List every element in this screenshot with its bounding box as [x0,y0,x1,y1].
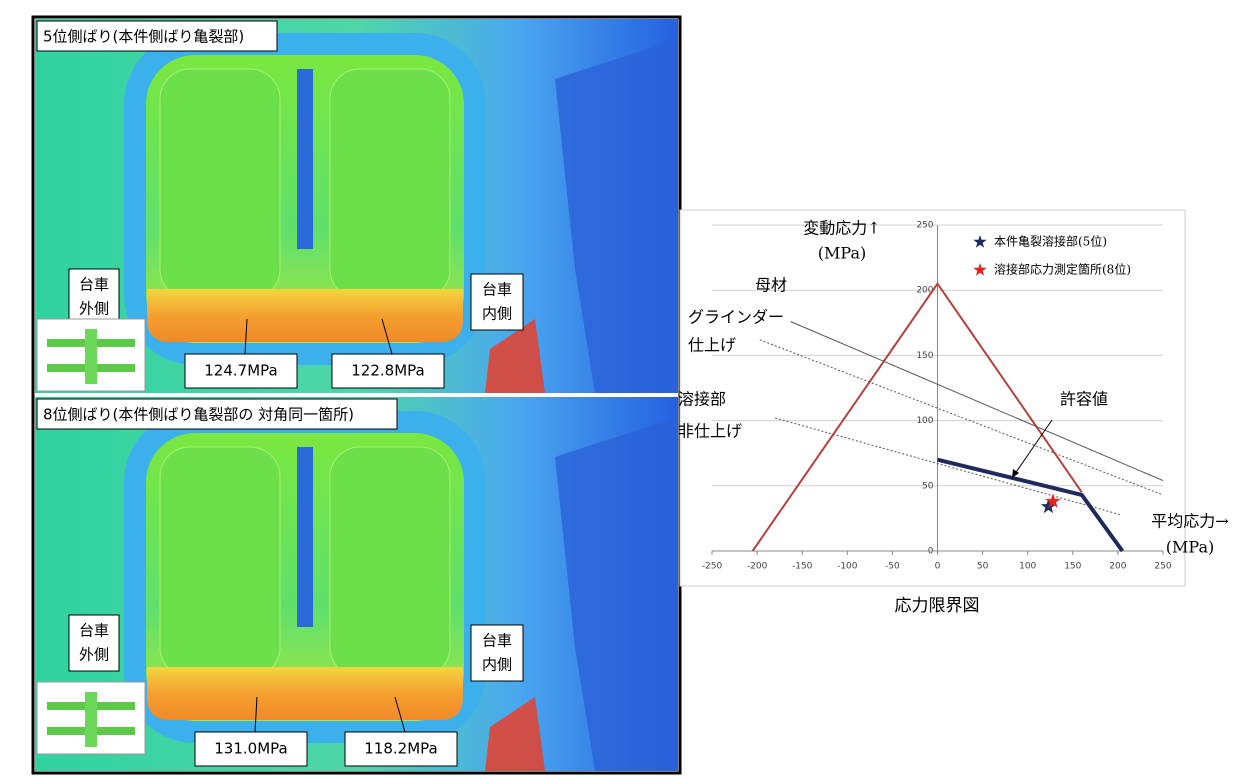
y-axis-label: (MPa) [818,244,866,263]
fea-bottom-band [147,289,463,342]
fea-column [330,447,450,677]
chart: 050100150200250-250-200-150-100-50050100… [678,210,1229,616]
inner-label: 内側 [482,305,512,323]
x-tick-label: 150 [1064,562,1081,572]
x-tick-label: -50 [885,562,900,572]
legend-label: 本件亀裂溶接部(5位) [994,234,1107,249]
x-tick-label: 200 [1109,562,1126,572]
outer-label: 外側 [79,300,109,318]
fea-slot [297,69,313,249]
x-axis-label: (MPa) [1166,538,1214,557]
x-axis-label: 平均応力→ [1151,512,1228,531]
bogie-icon [85,692,97,747]
outer-label: 台車 [79,622,109,640]
y-tick-label: 100 [916,416,933,426]
annotation: グラインダー [688,308,784,327]
stress-label: 131.0MPa [214,740,287,758]
stress-label: 124.7MPa [204,362,277,380]
annotation: 母材 [755,276,787,295]
page: 5位側ばり(本件側ばり亀裂部)台車外側台車内側124.7MPa122.8MPa8… [0,0,1250,778]
inner-label: 内側 [482,656,512,674]
stress-label: 122.8MPa [351,362,424,380]
fea-bottom-band [147,667,463,720]
y-tick-label: 50 [922,481,934,491]
annotation: 非仕上げ [678,422,742,441]
y-tick-label: 150 [916,351,933,361]
x-tick-label: -250 [702,562,723,572]
panel-title: 5位側ばり(本件側ばり亀裂部) [43,28,244,46]
outer-label: 台車 [79,276,109,294]
inner-label: 台車 [482,632,512,650]
stress-label: 118.2MPa [364,740,437,758]
x-tick-label: 50 [977,562,989,572]
annotation: 仕上げ [688,336,736,355]
panel-title: 8位側ばり(本件側ばり亀裂部の 対角同一箇所) [43,406,354,424]
x-tick-label: -200 [747,562,768,572]
legend-label: 溶接部応力測定箇所(8位) [994,262,1131,277]
x-tick-label: 250 [1154,562,1171,572]
x-tick-label: 100 [1019,562,1036,572]
chart-title: 応力限界図 [895,596,980,616]
fea-column [330,69,450,299]
fea-column [160,447,280,677]
outer-label: 外側 [79,646,109,664]
y-axis-label: 変動応力↑ [803,219,880,238]
x-tick-label: 0 [935,562,941,572]
annotation: 溶接部 [678,390,726,409]
y-tick-label: 250 [916,221,933,231]
inner-label: 台車 [482,281,512,299]
fea-slot [297,447,313,627]
annotation: 許容値 [1060,390,1108,409]
x-tick-label: -150 [792,562,813,572]
bogie-icon [85,329,97,384]
x-tick-label: -100 [837,562,858,572]
fea-column [160,69,280,299]
